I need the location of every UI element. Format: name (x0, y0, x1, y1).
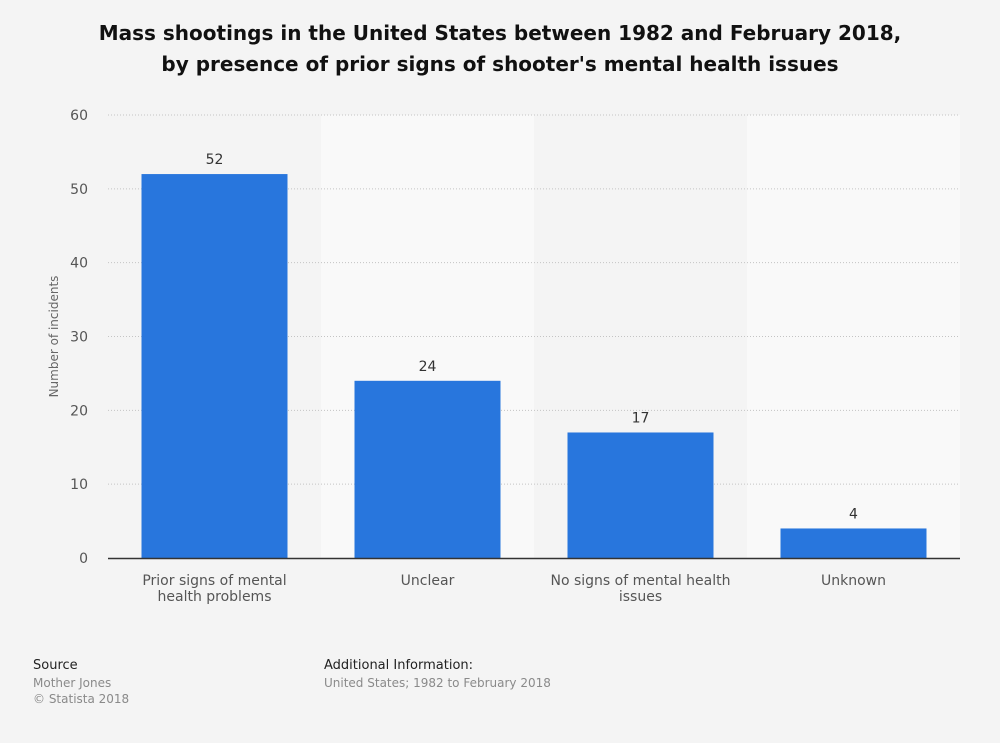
y-tick-label: 40 (70, 256, 88, 272)
x-tick-label-line: health problems (158, 589, 272, 605)
data-label: 17 (632, 410, 650, 426)
bar (141, 174, 288, 559)
y-tick-label: 50 (70, 182, 88, 198)
y-tick-label: 60 (70, 108, 88, 124)
data-label: 24 (419, 359, 437, 375)
bar (780, 528, 927, 558)
x-tick-label: Unknown (821, 573, 886, 589)
source-heading: Source (33, 658, 78, 673)
x-tick-label-line: issues (619, 589, 662, 605)
x-tick-label: Prior signs of mental health problems (142, 573, 286, 605)
additional-info-block: Additional Information: United States; 1… (324, 657, 551, 691)
x-tick-label-line: Prior signs of mental (142, 573, 286, 589)
source-block: Source Mother Jones © Statista 2018 (33, 657, 129, 707)
x-tick-label-line: Unclear (401, 573, 455, 589)
chart-title-line-2: by presence of prior signs of shooter's … (161, 52, 839, 76)
y-axis-title: Number of incidents (47, 276, 61, 398)
plot-band (747, 115, 960, 558)
data-label: 52 (206, 152, 224, 168)
x-tick-label: No signs of mental health issues (551, 573, 731, 605)
x-tick-label-line: No signs of mental health (551, 573, 731, 589)
x-tick-label: Unclear (401, 573, 455, 589)
bar (354, 380, 501, 558)
y-tick-label: 30 (70, 330, 88, 346)
chart-title-line-1: Mass shootings in the United States betw… (98, 21, 902, 45)
data-label: 4 (849, 506, 858, 522)
y-tick-label: 0 (79, 551, 88, 567)
y-tick-label: 10 (70, 477, 88, 493)
x-tick-label-line: Unknown (821, 573, 886, 589)
y-tick-label: 20 (70, 403, 88, 419)
additional-info-text: United States; 1982 to February 2018 (324, 676, 551, 690)
source-line-2: © Statista 2018 (33, 692, 130, 706)
bar (567, 432, 714, 558)
source-line-1: Mother Jones (33, 676, 112, 690)
additional-info-heading: Additional Information: (324, 658, 474, 673)
chart-title: Mass shootings in the United States betw… (0, 18, 1000, 80)
